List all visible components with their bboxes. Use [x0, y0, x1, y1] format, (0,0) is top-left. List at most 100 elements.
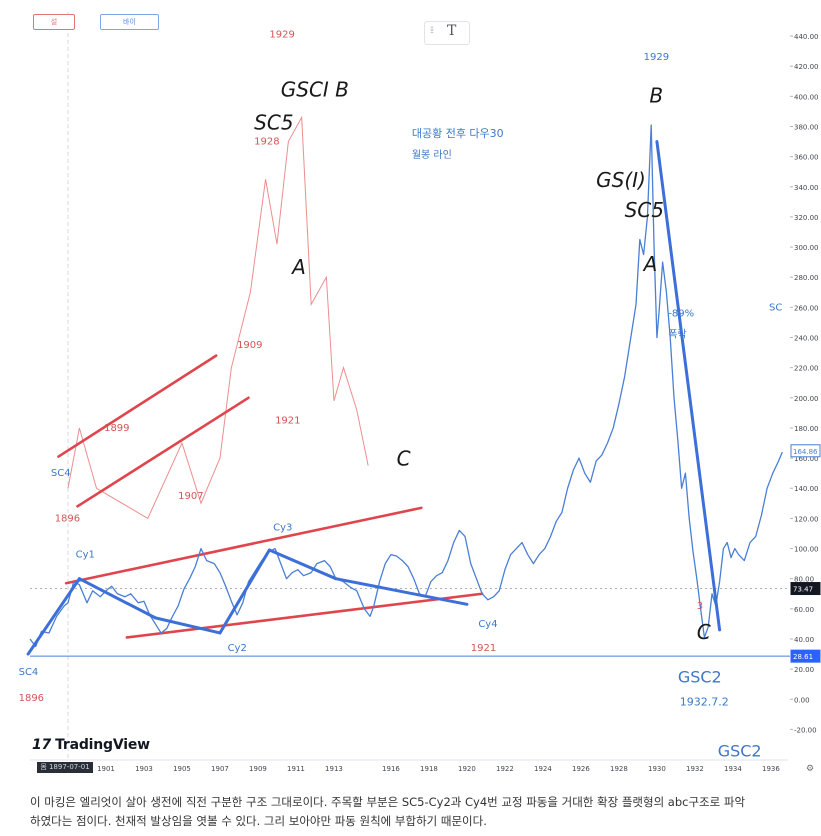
- annotation-labels: Cy1 Cy2 Cy3 Cy4 SC4 1896 SC4 1896 1921 1899 1909 19…: [19, 30, 783, 761]
- channel-lines: [57, 354, 484, 639]
- x-range-start-tag: 몸 1897-07-01: [37, 762, 93, 773]
- reference-lines: [30, 588, 790, 657]
- x-tick-label: 1903: [135, 765, 153, 773]
- handwritten-mark: GS(I): [596, 168, 646, 192]
- annotation-label: 1921: [471, 643, 496, 654]
- x-tick-label: 1936: [762, 765, 780, 773]
- y-tick-label: 380.00: [794, 123, 819, 131]
- annotation-label: SC4: [51, 468, 71, 479]
- annotation-label: Cy4: [478, 619, 497, 630]
- channel-line: [64, 506, 423, 585]
- y-tick-label: 160.00: [794, 455, 819, 463]
- tradingview-logo[interactable]: 17 TradingView: [32, 737, 150, 753]
- y-tick-label: 80.00: [794, 576, 814, 584]
- drag-handle-icon[interactable]: ⁞⁞: [430, 26, 434, 36]
- handwritten-mark: GSCI B: [281, 77, 349, 101]
- top-button-buy[interactable]: 바이: [100, 14, 159, 30]
- annotation-label: 3: [697, 601, 703, 612]
- annotation-label: Cy1: [76, 550, 95, 561]
- tradingview-brand: TradingView: [55, 737, 150, 753]
- annotation-label: 월봉 라인: [412, 149, 452, 161]
- caption-line-1: 이 마킹은 엘리엇이 살아 생전에 직전 구분한 구조 그대로이다. 주목할 부…: [30, 795, 746, 809]
- x-tick-label: 1916: [382, 765, 400, 773]
- channel-line: [57, 354, 218, 458]
- y-tick-label: 20.00: [794, 666, 814, 674]
- annotation-label: 1896: [19, 693, 44, 704]
- y-tick-label: 440.00: [794, 33, 819, 41]
- price-tag-box: [790, 649, 821, 663]
- annotation-label: 1929: [644, 52, 669, 63]
- dow-price-line: [29, 124, 783, 648]
- y-tick-label: 420.00: [794, 63, 819, 71]
- y-tick-label: 340.00: [794, 184, 819, 192]
- wave-line: [218, 548, 271, 635]
- y-tick-label: 300.00: [794, 244, 819, 252]
- handwritten-mark: C: [697, 620, 711, 644]
- x-tick-label: 1913: [325, 765, 343, 773]
- x-tick-label: 1926: [572, 765, 590, 773]
- x-tick-label: 1934: [724, 765, 742, 773]
- x-tick-label: 1922: [496, 765, 514, 773]
- x-tick-label: 1928: [610, 765, 628, 773]
- text-tool-widget[interactable]: ⁞⁞ T: [424, 21, 470, 45]
- y-tick-label: 400.00: [794, 93, 819, 101]
- annotation-label: Cy3: [273, 522, 292, 533]
- tradingview-mark-icon: 17: [32, 737, 52, 753]
- wave-line: [267, 548, 338, 581]
- handwritten-mark: SC5: [625, 198, 664, 222]
- annotation-label: SC4: [19, 667, 39, 678]
- x-tick-label: 1909: [249, 765, 267, 773]
- y-tick-label: 0.00: [794, 696, 810, 704]
- wave-line: [26, 577, 81, 656]
- y-tick-label: 200.00: [794, 395, 819, 403]
- x-tick-label: 1918: [420, 765, 438, 773]
- annotation-label: 1909: [237, 340, 262, 351]
- price-tag-label: 73.47: [793, 586, 813, 594]
- chart-canvas[interactable]: Cy1 Cy2 Cy3 Cy4 SC4 1896 SC4 1896 1921 1899 1909 19…: [0, 0, 821, 775]
- handwritten-mark: A: [642, 252, 658, 276]
- x-tick-label: 1930: [648, 765, 666, 773]
- y-tick-label: 360.00: [794, 154, 819, 162]
- handwritten-mark: SC5: [254, 110, 293, 134]
- channel-line: [125, 592, 484, 639]
- axes: 440.00420.00400.00380.00360.00340.00320.…: [30, 33, 821, 774]
- annotation-label: 1929: [269, 30, 294, 41]
- price-tag-label: 28.61: [793, 653, 813, 661]
- y-tick-label: 220.00: [794, 365, 819, 373]
- chart-area[interactable]: Cy1 Cy2 Cy3 Cy4 SC4 1896 SC4 1896 1921 1899 1909 19…: [0, 0, 821, 775]
- handwriting-layer: GSCI B SC5 A C GS(I) SC5 B A C: [254, 77, 711, 644]
- x-tick-label: 1901: [97, 765, 115, 773]
- y-tick-label: -20.00: [794, 726, 817, 734]
- wave-line: [77, 577, 157, 620]
- overlay-wave: [67, 115, 369, 520]
- annotation-label: SC: [769, 302, 782, 313]
- handwritten-mark: C: [397, 447, 411, 471]
- overlay-wave-line: [67, 115, 369, 520]
- annotation-label: GSC2: [678, 668, 722, 687]
- y-tick-label: 320.00: [794, 214, 819, 222]
- y-tick-label: 280.00: [794, 274, 819, 282]
- wave-line: [655, 140, 722, 632]
- wave-lines: [26, 140, 722, 656]
- annotation-label: 1899: [104, 423, 129, 434]
- annotation-label: 1921: [275, 415, 300, 426]
- top-button-sell[interactable]: 설: [33, 14, 75, 30]
- annotation-label: GSC2: [718, 742, 762, 761]
- annotation-label: 폭락: [668, 329, 686, 341]
- y-tick-label: 140.00: [794, 485, 819, 493]
- price-tag-box: [790, 444, 821, 458]
- handwritten-mark: A: [290, 255, 306, 279]
- y-tick-label: 40.00: [794, 636, 814, 644]
- annotation-label: 대공황 전후 다우30: [412, 127, 504, 140]
- axis-settings-icon: ⚙: [806, 764, 814, 774]
- y-tick-label: 100.00: [794, 546, 819, 554]
- x-tick-label: 1932: [686, 765, 704, 773]
- x-tick-label: 1920: [458, 765, 476, 773]
- text-tool-label: T: [447, 23, 457, 39]
- series-layer: [29, 124, 783, 648]
- annotation-label: 1928: [254, 137, 279, 148]
- y-tick-label: 180.00: [794, 425, 819, 433]
- annotation-label: -89%: [668, 308, 694, 319]
- caption: 이 마킹은 엘리엇이 살아 생전에 직전 구분한 구조 그대로이다. 주목할 부…: [30, 793, 810, 831]
- channel-line: [76, 396, 250, 508]
